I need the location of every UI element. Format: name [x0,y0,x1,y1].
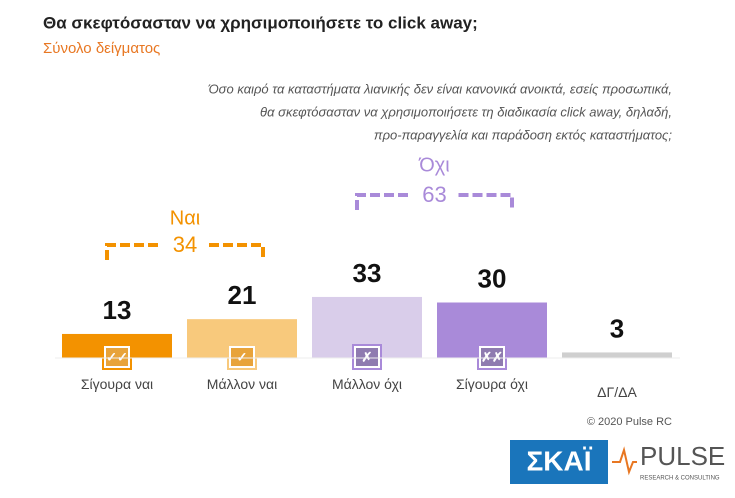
x-tick-label: ΔΓ/ΔΑ [597,384,637,400]
icon-inner [231,348,253,366]
icon: ✓ [237,349,248,364]
x-tick-label: Σίγουρα ναι [80,376,154,392]
value-label: 3 [610,313,624,343]
x-tick-label: Μάλλον ναι [206,376,278,392]
group-name: Ναι [170,207,200,229]
group-bracket [105,243,265,260]
value-label: 33 [353,258,382,288]
icon: ✗ [362,349,373,364]
logo: PULSE [640,441,725,471]
icon: ✗✗ [481,349,503,364]
question: Όσο καιρό τα καταστήματα λιανικής δεν εί… [207,81,672,96]
value-label: 21 [228,280,257,310]
question: θα σκεφτόσασταν να χρησιμοποιήσετε τη δι… [260,104,672,119]
x-tick-label: Σίγουρα όχι [455,376,529,392]
icon-inner [356,348,378,366]
question: προ-παραγγελία και παράδοση εκτός καταστ… [374,127,672,142]
copyright: © 2020 Pulse RC [587,416,672,428]
value-label: 13 [103,295,132,325]
logo: ΣΚΑΪ [526,445,592,476]
x-tick-label: Μάλλον όχι [331,376,403,392]
icon-inner [106,348,128,366]
group-bracket [355,193,514,210]
chart-title: Θα σκεφτόσασταν να χρησιμοποιήσετε το cl… [43,13,478,32]
logo-bg [510,440,608,484]
logo-pulse-line [612,446,637,476]
subtitle: Σύνολο δείγματος [43,40,160,57]
value-label: 30 [478,263,507,293]
group-value: 63 [422,182,446,207]
icon-inner [481,348,503,366]
logo: RESEARCH & CONSULTING [640,476,720,482]
bar [562,352,672,358]
group-value: 34 [173,232,197,257]
icon: ✓✓ [106,349,128,364]
group-name: Όχι [418,154,449,176]
